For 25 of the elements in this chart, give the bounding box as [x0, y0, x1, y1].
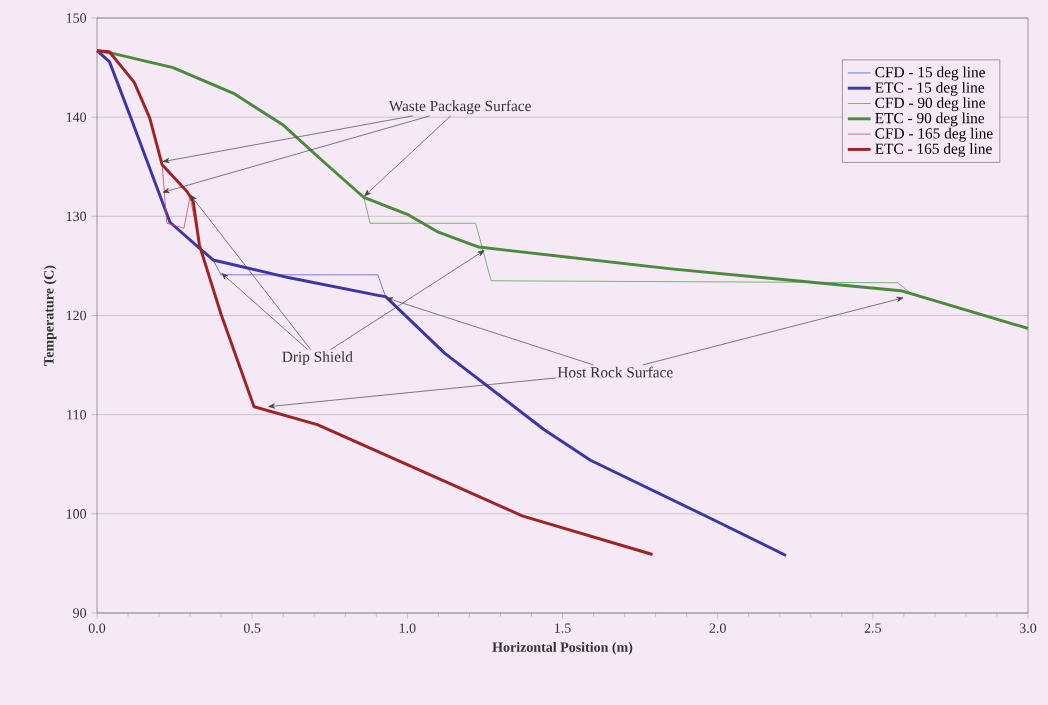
x-tick-label: 0.5: [243, 623, 261, 633]
legend-label: CFD - 90 deg line: [875, 97, 985, 112]
y-tick-label: 90: [73, 608, 87, 618]
annotation: Host Rock Surface: [557, 366, 673, 378]
x-axis-title: Horizontal Position (m): [492, 642, 633, 655]
x-tick-label: 2.5: [864, 623, 882, 633]
legend-label: CFD - 15 deg line: [875, 66, 985, 81]
y-tick-label: 140: [66, 112, 87, 122]
y-axis-title: Temperature (C): [43, 265, 57, 366]
y-tick-label: 150: [66, 13, 87, 23]
legend-label: ETC - 15 deg line: [875, 81, 985, 96]
y-tick-label: 100: [66, 509, 87, 519]
y-tick-label: 130: [66, 211, 87, 222]
annotation: Waste Package Surface: [388, 100, 531, 115]
annotation: Drip Shield: [282, 351, 353, 366]
x-tick-label: 1.5: [554, 623, 571, 633]
x-tick-label: 1.0: [399, 623, 416, 633]
y-tick-label: 120: [66, 310, 87, 321]
legend-label: ETC - 165 deg line: [875, 143, 992, 158]
legend-label: ETC - 90 deg line: [875, 112, 985, 127]
y-tick-label: 110: [67, 409, 87, 420]
x-tick-label: 0.0: [88, 623, 106, 633]
x-tick-label: 3.0: [1019, 623, 1037, 633]
legend-label: CFD - 165 deg line: [875, 127, 993, 142]
x-tick-label: 2.0: [709, 623, 726, 633]
